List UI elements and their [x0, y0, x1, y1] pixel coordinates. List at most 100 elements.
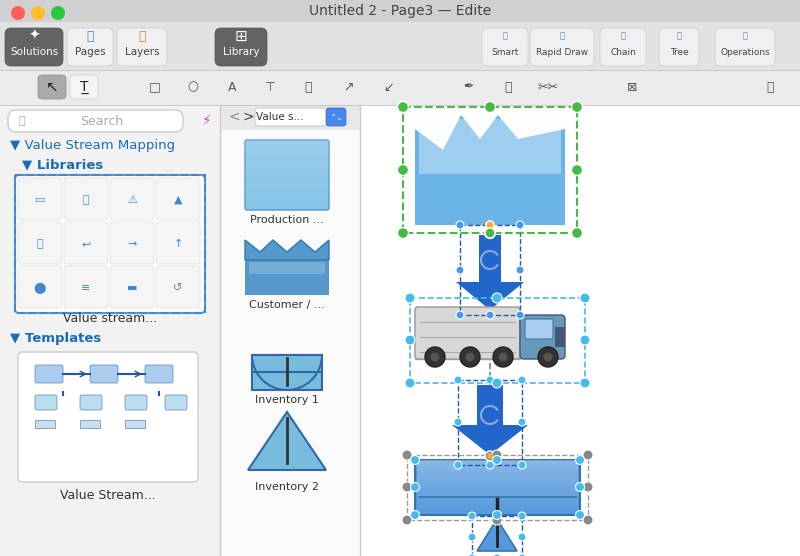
- Bar: [245, 170, 329, 171]
- Circle shape: [425, 347, 445, 367]
- Circle shape: [486, 311, 494, 319]
- Circle shape: [405, 335, 415, 345]
- Text: Library: Library: [222, 47, 259, 57]
- Circle shape: [493, 347, 513, 367]
- Bar: [415, 162, 565, 163]
- Bar: [245, 174, 329, 175]
- Bar: [458, 380, 522, 465]
- Bar: [415, 204, 565, 205]
- Bar: [245, 181, 329, 182]
- Bar: [415, 174, 565, 175]
- Bar: [415, 203, 565, 204]
- Bar: [415, 213, 565, 214]
- Bar: [415, 136, 565, 137]
- Bar: [417, 465, 578, 466]
- Bar: [417, 478, 578, 479]
- Bar: [415, 146, 565, 147]
- Bar: [415, 214, 565, 215]
- Bar: [245, 161, 329, 162]
- Bar: [245, 166, 329, 167]
- Bar: [245, 153, 329, 154]
- Bar: [245, 151, 329, 152]
- Bar: [245, 173, 329, 174]
- Bar: [417, 477, 578, 478]
- Circle shape: [518, 461, 526, 469]
- Bar: [415, 205, 565, 206]
- Circle shape: [402, 482, 412, 492]
- Bar: [417, 502, 578, 503]
- Bar: [415, 128, 565, 129]
- Bar: [245, 149, 329, 150]
- Bar: [417, 472, 578, 473]
- Bar: [245, 193, 329, 194]
- Bar: [417, 474, 578, 475]
- Circle shape: [486, 221, 494, 229]
- Bar: [415, 209, 565, 210]
- FancyBboxPatch shape: [80, 395, 102, 410]
- Circle shape: [575, 483, 585, 492]
- Circle shape: [583, 482, 593, 492]
- FancyBboxPatch shape: [520, 315, 565, 359]
- Bar: [417, 475, 578, 476]
- Circle shape: [492, 378, 502, 388]
- Text: Rapid Draw: Rapid Draw: [536, 47, 588, 57]
- Bar: [417, 467, 578, 468]
- Bar: [245, 160, 329, 161]
- Bar: [417, 505, 578, 506]
- Bar: [415, 208, 565, 209]
- Bar: [417, 468, 578, 469]
- Bar: [419, 119, 561, 174]
- Text: >: >: [242, 110, 254, 124]
- Bar: [415, 135, 565, 136]
- Bar: [245, 150, 329, 151]
- Bar: [415, 185, 565, 186]
- Bar: [252, 355, 322, 390]
- FancyBboxPatch shape: [64, 222, 108, 264]
- FancyBboxPatch shape: [482, 28, 528, 66]
- Bar: [415, 123, 565, 124]
- Bar: [415, 172, 565, 173]
- Circle shape: [486, 461, 494, 469]
- Circle shape: [454, 461, 462, 469]
- Bar: [415, 216, 565, 217]
- Bar: [410, 298, 585, 383]
- Bar: [415, 224, 565, 225]
- Circle shape: [575, 455, 585, 464]
- Bar: [415, 137, 565, 138]
- Bar: [417, 460, 578, 461]
- Bar: [415, 210, 565, 211]
- Bar: [415, 154, 565, 155]
- Polygon shape: [248, 412, 326, 470]
- Bar: [245, 205, 329, 206]
- Bar: [415, 138, 565, 139]
- Bar: [417, 510, 578, 511]
- FancyBboxPatch shape: [165, 395, 187, 410]
- Bar: [415, 194, 565, 195]
- Text: ⬛: ⬛: [621, 32, 626, 41]
- Text: ⬤: ⬤: [34, 282, 46, 294]
- Bar: [245, 158, 329, 159]
- Bar: [415, 119, 565, 120]
- Bar: [460, 225, 520, 315]
- Bar: [415, 181, 565, 182]
- Text: ⊠: ⊠: [626, 81, 638, 93]
- Bar: [0, 0, 800, 22]
- Circle shape: [454, 376, 462, 384]
- Text: ▼ Templates: ▼ Templates: [10, 331, 102, 345]
- Bar: [417, 498, 578, 499]
- Circle shape: [583, 450, 593, 460]
- Bar: [479, 235, 501, 282]
- Bar: [417, 509, 578, 510]
- Bar: [245, 189, 329, 190]
- Bar: [415, 165, 565, 166]
- Bar: [415, 197, 565, 198]
- Bar: [415, 221, 565, 222]
- Bar: [245, 162, 329, 163]
- Bar: [415, 126, 565, 127]
- Bar: [415, 122, 565, 123]
- Bar: [415, 176, 565, 177]
- Bar: [415, 179, 565, 180]
- Text: ⚠: ⚠: [127, 195, 137, 205]
- Bar: [417, 482, 578, 483]
- Bar: [417, 492, 578, 493]
